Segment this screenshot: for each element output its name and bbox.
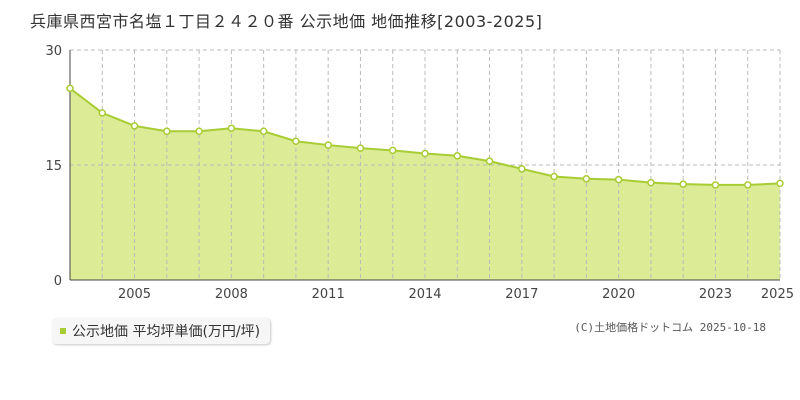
data-point <box>518 165 526 173</box>
data-point <box>453 152 462 160</box>
data-point <box>679 180 687 188</box>
x-tick-label: 2011 <box>312 287 345 302</box>
data-point <box>324 141 332 149</box>
data-point <box>550 172 558 181</box>
x-tick-label: 2014 <box>408 287 441 302</box>
x-tick-label: 2025 <box>761 287 794 302</box>
data-point <box>163 127 171 136</box>
data-point <box>98 109 107 117</box>
x-tick-label: 2005 <box>118 287 151 302</box>
data-point <box>388 146 397 155</box>
y-tick-label: 15 <box>45 159 62 174</box>
legend: 公示地価 平均坪単価(万円/坪) <box>52 318 271 344</box>
source-credit: (C)土地価格ドットコム 2025-10-18 <box>574 321 766 334</box>
data-point <box>292 137 300 145</box>
data-point <box>227 124 236 132</box>
x-tick-label: 2008 <box>215 287 248 302</box>
data-point <box>421 149 429 158</box>
data-point <box>582 175 591 183</box>
legend-label: 公示地価 平均坪単価(万円/坪) <box>72 324 261 340</box>
data-point <box>195 127 203 136</box>
data-point <box>485 157 494 165</box>
data-point <box>614 175 623 184</box>
legend-swatch <box>60 328 66 334</box>
data-point <box>356 144 365 152</box>
y-tick-label: 0 <box>54 274 62 289</box>
x-tick-label: 2023 <box>699 287 732 302</box>
data-point <box>259 127 268 136</box>
data-point <box>776 179 784 188</box>
data-point <box>743 181 752 189</box>
x-tick-label: 2017 <box>505 287 538 302</box>
x-tick-label: 2020 <box>602 287 635 302</box>
data-point <box>647 178 655 187</box>
data-point <box>66 84 74 93</box>
data-point <box>711 181 720 189</box>
page-title: 兵庫県西宮市名塩１丁目２４２０番 公示地価 地価推移[2003-2025] <box>30 12 543 31</box>
data-point <box>130 122 139 130</box>
y-tick-label: 30 <box>45 44 62 59</box>
